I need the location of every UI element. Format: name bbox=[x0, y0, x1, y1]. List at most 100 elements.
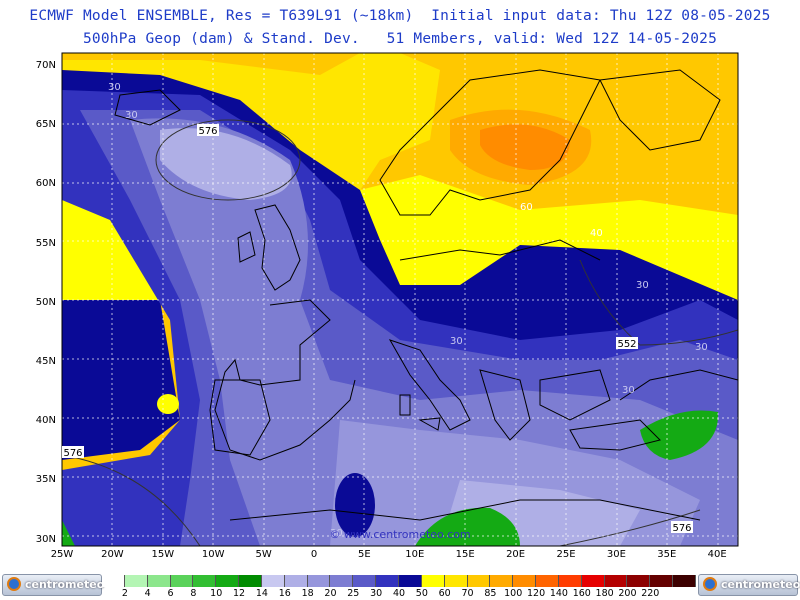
legend-swatch bbox=[673, 575, 696, 587]
field-30-40-atlantic bbox=[62, 300, 180, 460]
centrometeo-logo-left: centrometeo bbox=[2, 574, 105, 596]
legend-value: 40 bbox=[392, 588, 406, 599]
lat-label: 65N bbox=[35, 119, 56, 131]
legend-value: 20 bbox=[324, 588, 337, 599]
legend-swatch bbox=[558, 575, 582, 587]
legend-value: 2 bbox=[121, 588, 128, 599]
lat-label: 55N bbox=[35, 237, 56, 249]
legend-swatch bbox=[604, 575, 628, 587]
stddev-label: 30 bbox=[695, 342, 708, 353]
logo-text: centrometeo bbox=[25, 578, 105, 591]
watermark: © www.centrometeo.com bbox=[329, 528, 470, 541]
lon-label: 35E bbox=[657, 549, 677, 560]
legend-swatch bbox=[513, 575, 537, 587]
legend-swatch bbox=[376, 575, 399, 587]
legend-value: 60 bbox=[438, 588, 451, 599]
lon-label: 25E bbox=[556, 549, 576, 560]
field-16-18-north bbox=[160, 128, 292, 200]
legend-value: 200 bbox=[618, 588, 637, 599]
map-frame bbox=[61, 52, 739, 547]
legend-value: 8 bbox=[190, 588, 197, 599]
lon-label: 25W bbox=[50, 549, 74, 560]
field-85-100 bbox=[480, 124, 570, 170]
centrometeo-logo-right: centrometeo bbox=[698, 574, 800, 596]
lat-label: 40N bbox=[35, 415, 56, 427]
geop-label: 576 bbox=[197, 124, 219, 137]
logo-icon bbox=[7, 577, 21, 591]
stddev-label: 60 bbox=[520, 202, 533, 213]
legend-swatch bbox=[650, 575, 674, 587]
coastlines bbox=[114, 69, 738, 521]
geop-label: 576 bbox=[62, 446, 84, 459]
lat-label: 70N bbox=[35, 60, 56, 71]
field-40-50-east bbox=[360, 175, 738, 300]
svg-text:576: 576 bbox=[672, 523, 691, 534]
legend-value: 6 bbox=[167, 588, 174, 599]
field-yellow-spot bbox=[157, 394, 179, 414]
legend-value: 50 bbox=[415, 588, 428, 599]
legend-swatch bbox=[147, 575, 171, 587]
lon-label: 30E bbox=[606, 549, 626, 560]
lon-label: 15W bbox=[151, 549, 175, 560]
svg-text:576: 576 bbox=[63, 448, 82, 459]
legend-value: 70 bbox=[461, 588, 474, 599]
legend-value: 120 bbox=[526, 588, 546, 599]
lon-label: 20E bbox=[506, 549, 526, 560]
legend-value: 4 bbox=[144, 588, 151, 599]
legend-value: 14 bbox=[255, 588, 268, 599]
legend-swatch bbox=[170, 575, 194, 587]
legend-swatch bbox=[467, 575, 491, 587]
title-line-2: 500hPa Geop (dam) & Stand. Dev. 51 Membe… bbox=[82, 31, 717, 47]
logo-icon bbox=[703, 577, 717, 591]
legend-swatch bbox=[239, 575, 262, 587]
legend-value: 16 bbox=[278, 588, 291, 599]
lon-label: 40E bbox=[707, 549, 727, 560]
field-12-14-sw bbox=[62, 520, 75, 546]
map-field bbox=[62, 53, 738, 546]
title-line-1: ECMWF Model ENSEMBLE, Res = T639L91 (~18… bbox=[29, 8, 771, 24]
geop-contour-576-west bbox=[62, 454, 201, 546]
geop-contour-552 bbox=[579, 259, 738, 346]
lon-label: 15E bbox=[455, 549, 475, 560]
legend-swatch bbox=[284, 575, 308, 587]
stddev-label: 40 bbox=[590, 228, 603, 239]
graticule bbox=[62, 53, 738, 546]
lon-label: 5W bbox=[255, 549, 272, 560]
lon-label: 10E bbox=[405, 549, 425, 560]
lon-label: 10W bbox=[201, 549, 225, 560]
color-legend: centrometeo 2 4 6 8 10 12 14 16 18 20 25 30 40 50 60 70… bbox=[0, 571, 800, 600]
stddev-label: 30 bbox=[622, 385, 635, 396]
geop-contour-576-east bbox=[559, 509, 701, 546]
contour-labels: 576 552 576 576 30 30 30 30 30 30 40 60 … bbox=[62, 82, 708, 539]
legend-value: 10 bbox=[210, 588, 223, 599]
lat-label: 30N bbox=[35, 533, 56, 545]
legend-value: 25 bbox=[347, 588, 360, 599]
legend-value: 18 bbox=[301, 588, 314, 599]
field-12-14-east bbox=[640, 410, 719, 460]
stddev-label: 30 bbox=[108, 82, 121, 93]
legend-swatch bbox=[124, 575, 148, 587]
logo-text: centrometeo bbox=[721, 578, 800, 591]
svg-text:576: 576 bbox=[198, 126, 217, 137]
geop-contour-576-north bbox=[155, 119, 301, 201]
legend-value: 85 bbox=[484, 588, 497, 599]
legend-value: 100 bbox=[504, 588, 523, 599]
legend-swatch bbox=[581, 575, 605, 587]
legend-value: 140 bbox=[549, 588, 568, 599]
legend-swatch bbox=[353, 575, 377, 587]
legend-value: 180 bbox=[595, 588, 614, 599]
legend-swatch bbox=[627, 575, 651, 587]
legend-value: 12 bbox=[233, 588, 246, 599]
legend-swatch bbox=[261, 575, 285, 587]
lat-label: 45N bbox=[35, 356, 56, 367]
legend-swatch bbox=[307, 575, 331, 587]
legend-swatch bbox=[444, 575, 468, 587]
legend-swatch bbox=[490, 575, 514, 587]
legend-value: 220 bbox=[641, 588, 660, 599]
legend-swatch bbox=[193, 575, 217, 587]
geop-label: 552 bbox=[616, 337, 638, 350]
lon-label: 0 bbox=[310, 549, 318, 560]
lat-label: 50N bbox=[35, 296, 56, 308]
field-navy-island bbox=[335, 473, 375, 537]
